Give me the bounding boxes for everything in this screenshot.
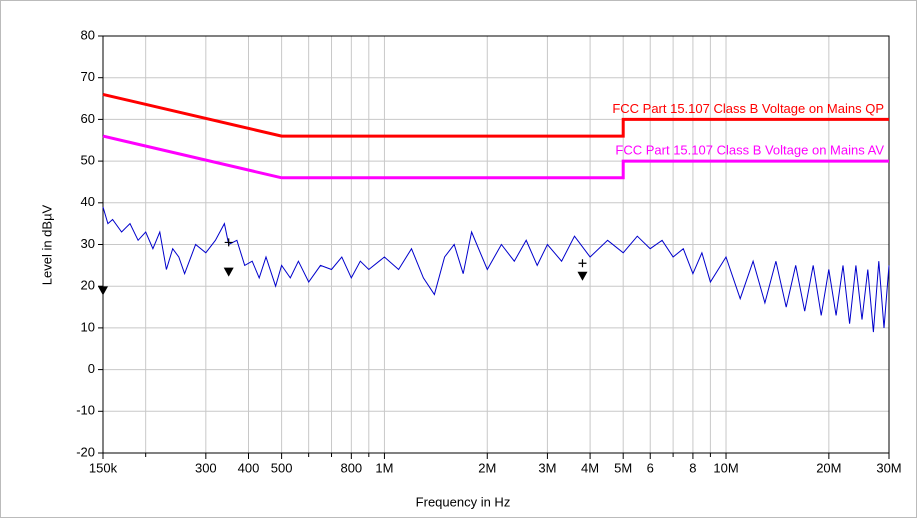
x-tick-label: 300 [195, 460, 217, 475]
y-tick-label: 20 [81, 278, 95, 293]
y-tick-label: 40 [81, 194, 95, 209]
plot-area [102, 35, 890, 454]
x-tick-label: 2M [478, 460, 496, 475]
limit-line [102, 92, 889, 138]
y-tick-label: -10 [76, 403, 95, 418]
x-tick-label: 1M [375, 460, 393, 475]
limit-label: FCC Part 15.107 Class B Voltage on Mains… [615, 143, 884, 158]
qp-marker [224, 238, 233, 247]
av-marker [98, 286, 108, 296]
x-tick-label: 6 [647, 460, 654, 475]
av-marker [223, 267, 234, 277]
y-tick-label: 70 [81, 69, 95, 84]
limit-label: FCC Part 15.107 Class B Voltage on Mains… [612, 101, 884, 116]
y-tick-label: 80 [81, 27, 95, 42]
x-tick-label: 5M [614, 460, 632, 475]
x-tick-label: 20M [816, 460, 841, 475]
x-tick-label: 4M [581, 460, 599, 475]
y-tick-label: 60 [81, 111, 95, 126]
y-tick-label: -20 [76, 444, 95, 459]
x-tick-label: 150k [89, 460, 118, 475]
limit-line [102, 134, 889, 180]
y-tick-label: 50 [81, 153, 95, 168]
y-tick-label: 30 [81, 236, 95, 251]
x-tick-label: 30M [876, 460, 901, 475]
x-tick-label: 400 [238, 460, 260, 475]
y-tick-label: 0 [88, 361, 95, 376]
x-tick-label: 800 [340, 460, 362, 475]
x-tick-label: 8 [689, 460, 696, 475]
measurement-trace [102, 206, 890, 333]
y-axis-label: Level in dBµV [39, 204, 54, 285]
x-axis-label: Frequency in Hz [416, 494, 511, 509]
x-tick-label: 3M [538, 460, 556, 475]
x-tick-label: 500 [271, 460, 293, 475]
y-tick-label: 10 [81, 319, 95, 334]
qp-marker [578, 259, 587, 268]
x-tick-label: 10M [713, 460, 738, 475]
av-marker [577, 271, 588, 281]
